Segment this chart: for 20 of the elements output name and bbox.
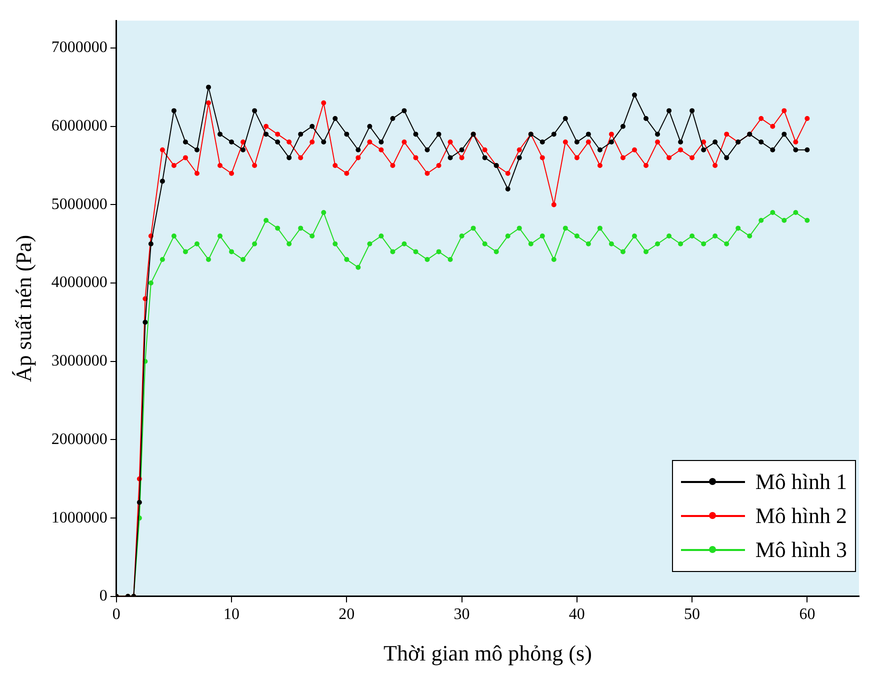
y-tick-label: 0: [99, 588, 108, 605]
legend-label: Mô hình 1: [755, 469, 847, 495]
y-tick-label: 5000000: [51, 196, 108, 213]
x-tick-label: 40: [568, 606, 585, 624]
legend-label: Mô hình 2: [755, 503, 847, 529]
y-tick-label: 7000000: [51, 39, 108, 56]
x-tick-label: 20: [338, 606, 355, 624]
x-tick-label: 30: [454, 606, 470, 624]
y-axis-title: Áp suất nén (Pa): [10, 234, 36, 382]
y-tick-label: 3000000: [51, 352, 108, 370]
y-tick-label: 4000000: [51, 274, 108, 292]
y-tick-label: 1000000: [51, 509, 108, 526]
x-tick-label: 10: [224, 606, 240, 624]
x-tick-label: 0: [112, 606, 120, 624]
y-tick-label: 2000000: [51, 430, 108, 448]
y-tick-label: 6000000: [51, 118, 108, 135]
x-axis-title: Thời gian mô phỏng (s): [384, 640, 592, 666]
legend-label: Mô hình 3: [755, 537, 847, 563]
x-tick-label: 50: [684, 606, 700, 624]
x-tick-label: 60: [799, 606, 816, 624]
